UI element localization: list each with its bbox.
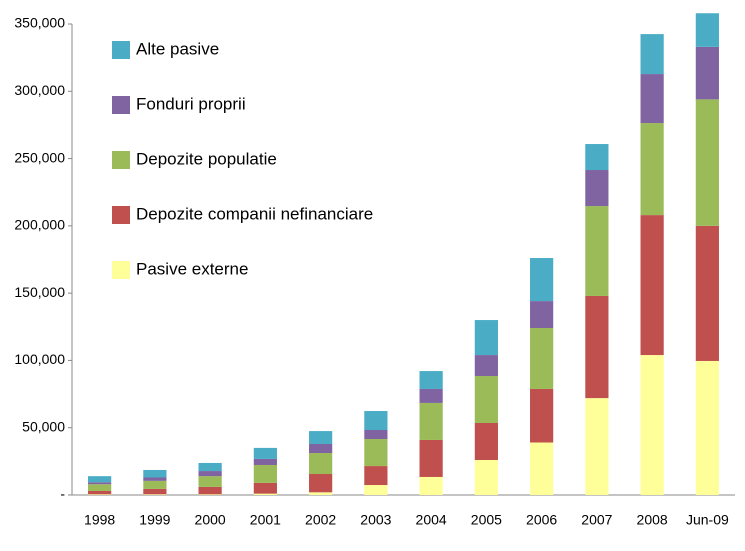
y-tick-label: 200,000 bbox=[14, 217, 65, 233]
bar-segment bbox=[640, 123, 664, 216]
bar-segment bbox=[143, 480, 167, 489]
legend-swatch bbox=[112, 41, 130, 59]
bar-segment bbox=[364, 430, 388, 440]
bar-segment bbox=[530, 442, 554, 495]
bar-segment bbox=[309, 431, 333, 444]
x-tick-label: 2001 bbox=[250, 512, 281, 528]
legend-label: Alte pasive bbox=[136, 39, 219, 58]
bar-segment bbox=[364, 485, 388, 495]
x-tick-label: 2002 bbox=[305, 512, 336, 528]
bar-segment bbox=[474, 423, 498, 461]
y-tick-label: 150,000 bbox=[14, 284, 65, 300]
bar-segment bbox=[640, 355, 664, 495]
bar-segment bbox=[88, 484, 112, 491]
legend-label: Pasive externe bbox=[136, 259, 248, 278]
legend-label: Depozite populatie bbox=[136, 149, 277, 168]
bar-segment bbox=[309, 492, 333, 495]
bar-segment bbox=[530, 327, 554, 389]
bar-segment bbox=[419, 402, 443, 440]
bar-segment bbox=[474, 376, 498, 424]
x-tick-label: 1999 bbox=[139, 512, 170, 528]
bar-segment bbox=[364, 411, 388, 431]
bar-segment bbox=[253, 447, 277, 459]
bar-segment bbox=[585, 398, 609, 495]
y-tick-label: 50,000 bbox=[22, 418, 65, 434]
bar-segment bbox=[253, 458, 277, 465]
y-tick-label: 100,000 bbox=[14, 351, 65, 367]
y-tick-label: - bbox=[60, 486, 65, 502]
bar-segment bbox=[143, 477, 167, 481]
bar-segment bbox=[198, 462, 222, 472]
bar-segment bbox=[419, 388, 443, 403]
bar-segment bbox=[474, 320, 498, 356]
bar-segment bbox=[309, 474, 333, 493]
bar-segment bbox=[640, 74, 664, 124]
y-tick-label: 300,000 bbox=[14, 82, 65, 98]
bar-segment bbox=[198, 494, 222, 495]
bar-segment bbox=[474, 460, 498, 495]
bar-segment bbox=[143, 494, 167, 495]
legend-swatch bbox=[112, 96, 130, 114]
bar-segment bbox=[198, 486, 222, 495]
bar-segment bbox=[530, 258, 554, 302]
bar-segment bbox=[253, 493, 277, 495]
x-tick-label: 2006 bbox=[526, 512, 557, 528]
x-tick-label: 1998 bbox=[84, 512, 115, 528]
x-tick-label: 2005 bbox=[471, 512, 502, 528]
bar-segment bbox=[253, 464, 277, 483]
legend-swatch bbox=[112, 206, 130, 224]
bar-segment bbox=[198, 476, 222, 487]
legend-swatch bbox=[112, 151, 130, 169]
x-tick-label: 2008 bbox=[637, 512, 668, 528]
bar-segment bbox=[88, 490, 112, 495]
bar-segment bbox=[364, 466, 388, 486]
bar-segment bbox=[695, 360, 719, 495]
bar-segment bbox=[88, 494, 112, 495]
bar-segment bbox=[143, 469, 167, 478]
x-tick-label: 2003 bbox=[360, 512, 391, 528]
bar-segment bbox=[640, 34, 664, 75]
bar-segment bbox=[695, 225, 719, 361]
bar-segment bbox=[309, 443, 333, 454]
bar-segment bbox=[695, 46, 719, 100]
bar-segment bbox=[585, 206, 609, 296]
y-tick-label: 250,000 bbox=[14, 149, 65, 165]
bar-segment bbox=[695, 13, 719, 47]
bar-segment bbox=[640, 215, 664, 356]
bar-segment bbox=[419, 371, 443, 389]
bar-segment bbox=[695, 99, 719, 226]
bar-segment bbox=[253, 482, 277, 494]
bar-segment bbox=[530, 301, 554, 328]
bar-segment bbox=[88, 482, 112, 485]
bar-segment bbox=[530, 388, 554, 443]
bar-segment bbox=[474, 355, 498, 377]
bar-segment bbox=[143, 488, 167, 495]
bar-segment bbox=[419, 476, 443, 495]
bar-segment bbox=[364, 439, 388, 467]
bar-segment bbox=[419, 439, 443, 477]
y-tick-label: 350,000 bbox=[14, 15, 65, 31]
legend-label: Depozite companii nefinanciare bbox=[136, 204, 373, 223]
x-tick-label: 2004 bbox=[416, 512, 447, 528]
bar-segment bbox=[88, 476, 112, 483]
x-tick-label: 2007 bbox=[581, 512, 612, 528]
bar-segment bbox=[585, 295, 609, 399]
legend-swatch bbox=[112, 261, 130, 279]
x-tick-label: 2000 bbox=[195, 512, 226, 528]
bar-segment bbox=[198, 471, 222, 477]
bar-segment bbox=[309, 453, 333, 475]
legend-label: Fonduri proprii bbox=[136, 94, 246, 113]
bar-segment bbox=[585, 144, 609, 171]
x-tick-label: Jun-09 bbox=[686, 512, 729, 528]
bar-segment bbox=[585, 170, 609, 207]
